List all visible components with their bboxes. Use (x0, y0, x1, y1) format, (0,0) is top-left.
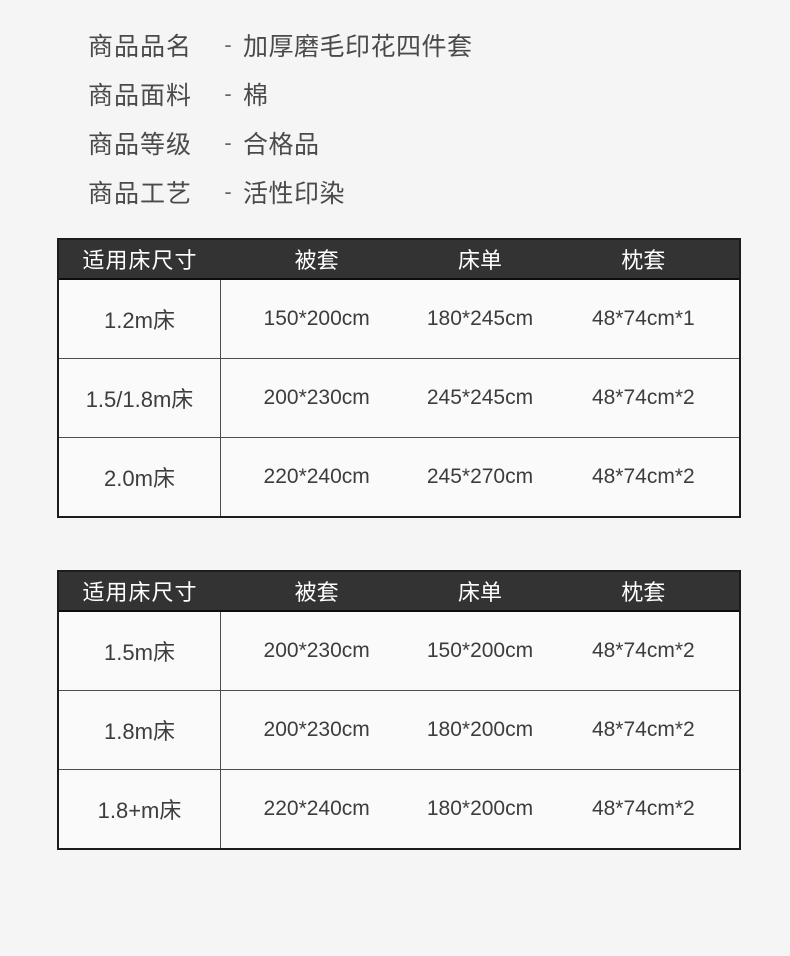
header-cell-bed-size: 适用床尺寸 (82, 248, 198, 273)
header-cell-sheet: 床单 (457, 248, 502, 273)
size-table-1-header: 适用床尺寸 被套 床单 枕套 (59, 240, 739, 280)
sheet-size-cell: 180*200cm (426, 797, 534, 820)
spec-row-craft: 商品工艺 - 活性印染 (88, 167, 790, 216)
pillowcase-size-cell: 48*74cm*2 (591, 718, 695, 741)
header-cell-pillowcase: 枕套 (621, 248, 666, 273)
size-table-2: 适用床尺寸 被套 床单 枕套 1.5m床 200*230cm 150*200cm… (57, 570, 741, 850)
spec-label: 商品品名 (88, 32, 193, 61)
duvet-size-cell: 200*230cm (263, 386, 370, 409)
spec-row-name: 商品品名 - 加厚磨毛印花四件套 (88, 20, 790, 69)
spec-separator: - (224, 129, 232, 155)
table-row: 1.2m床 150*200cm 180*245cm 48*74cm*1 (59, 280, 739, 358)
header-cell-duvet: 被套 (294, 580, 339, 605)
duvet-size-cell: 150*200cm (263, 307, 370, 330)
sheet-size-cell: 245*270cm (426, 465, 534, 488)
bed-size-cell: 1.8m床 (59, 691, 221, 769)
duvet-size-cell: 200*230cm (263, 639, 370, 662)
sheet-size-cell: 180*245cm (426, 307, 534, 330)
header-cell-group: 被套 床单 枕套 (221, 240, 739, 278)
spec-row-grade: 商品等级 - 合格品 (88, 118, 790, 167)
bed-size-cell: 1.5m床 (59, 612, 221, 690)
pillowcase-size-cell: 48*74cm*2 (591, 465, 695, 488)
spec-row-fabric: 商品面料 - 棉 (88, 69, 790, 118)
product-attributes: 商品品名 - 加厚磨毛印花四件套 商品面料 - 棉 商品等级 - 合格品 商品工… (0, 0, 790, 216)
spec-label: 商品工艺 (88, 179, 193, 208)
header-cell-group: 被套 床单 枕套 (221, 572, 739, 610)
spec-value: 棉 (243, 81, 269, 110)
pillowcase-size-cell: 48*74cm*2 (591, 386, 695, 409)
bed-size-cell: 1.2m床 (59, 280, 221, 358)
table-row: 1.8+m床 220*240cm 180*200cm 48*74cm*2 (59, 769, 739, 848)
spec-separator: - (224, 80, 232, 106)
duvet-size-cell: 220*240cm (263, 465, 370, 488)
size-table-2-header: 适用床尺寸 被套 床单 枕套 (59, 572, 739, 612)
sheet-size-cell: 180*200cm (426, 718, 534, 741)
bed-size-cell: 1.5/1.8m床 (59, 359, 221, 437)
pillowcase-size-cell: 48*74cm*1 (591, 307, 695, 330)
duvet-size-cell: 200*230cm (263, 718, 370, 741)
sheet-size-cell: 245*245cm (426, 386, 534, 409)
row-cell-group: 150*200cm 180*245cm 48*74cm*1 (221, 280, 739, 358)
size-table-1: 适用床尺寸 被套 床单 枕套 1.2m床 150*200cm 180*245cm… (57, 238, 741, 518)
pillowcase-size-cell: 48*74cm*2 (591, 639, 695, 662)
header-cell-pillowcase: 枕套 (621, 580, 666, 605)
pillowcase-size-cell: 48*74cm*2 (591, 797, 695, 820)
row-cell-group: 200*230cm 245*245cm 48*74cm*2 (221, 359, 739, 437)
spec-value: 合格品 (243, 130, 320, 159)
table-row: 2.0m床 220*240cm 245*270cm 48*74cm*2 (59, 437, 739, 516)
table-row: 1.5/1.8m床 200*230cm 245*245cm 48*74cm*2 (59, 358, 739, 437)
spec-value: 加厚磨毛印花四件套 (243, 32, 473, 61)
row-cell-group: 220*240cm 245*270cm 48*74cm*2 (221, 438, 739, 516)
row-cell-group: 220*240cm 180*200cm 48*74cm*2 (221, 770, 739, 848)
table-row: 1.5m床 200*230cm 150*200cm 48*74cm*2 (59, 612, 739, 690)
sheet-size-cell: 150*200cm (426, 639, 534, 662)
spec-separator: - (224, 31, 232, 57)
product-spec-page: 商品品名 - 加厚磨毛印花四件套 商品面料 - 棉 商品等级 - 合格品 商品工… (0, 0, 790, 850)
bed-size-cell: 2.0m床 (59, 438, 221, 516)
header-cell-bed-size: 适用床尺寸 (82, 580, 198, 605)
header-cell-sheet: 床单 (457, 580, 502, 605)
row-cell-group: 200*230cm 150*200cm 48*74cm*2 (221, 612, 739, 690)
spec-value: 活性印染 (243, 179, 346, 208)
spec-label: 商品面料 (88, 81, 193, 110)
table-row: 1.8m床 200*230cm 180*200cm 48*74cm*2 (59, 690, 739, 769)
row-cell-group: 200*230cm 180*200cm 48*74cm*2 (221, 691, 739, 769)
duvet-size-cell: 220*240cm (263, 797, 370, 820)
spec-label: 商品等级 (88, 130, 193, 159)
spec-separator: - (224, 178, 232, 204)
bed-size-cell: 1.8+m床 (59, 770, 221, 848)
header-cell-duvet: 被套 (294, 248, 339, 273)
